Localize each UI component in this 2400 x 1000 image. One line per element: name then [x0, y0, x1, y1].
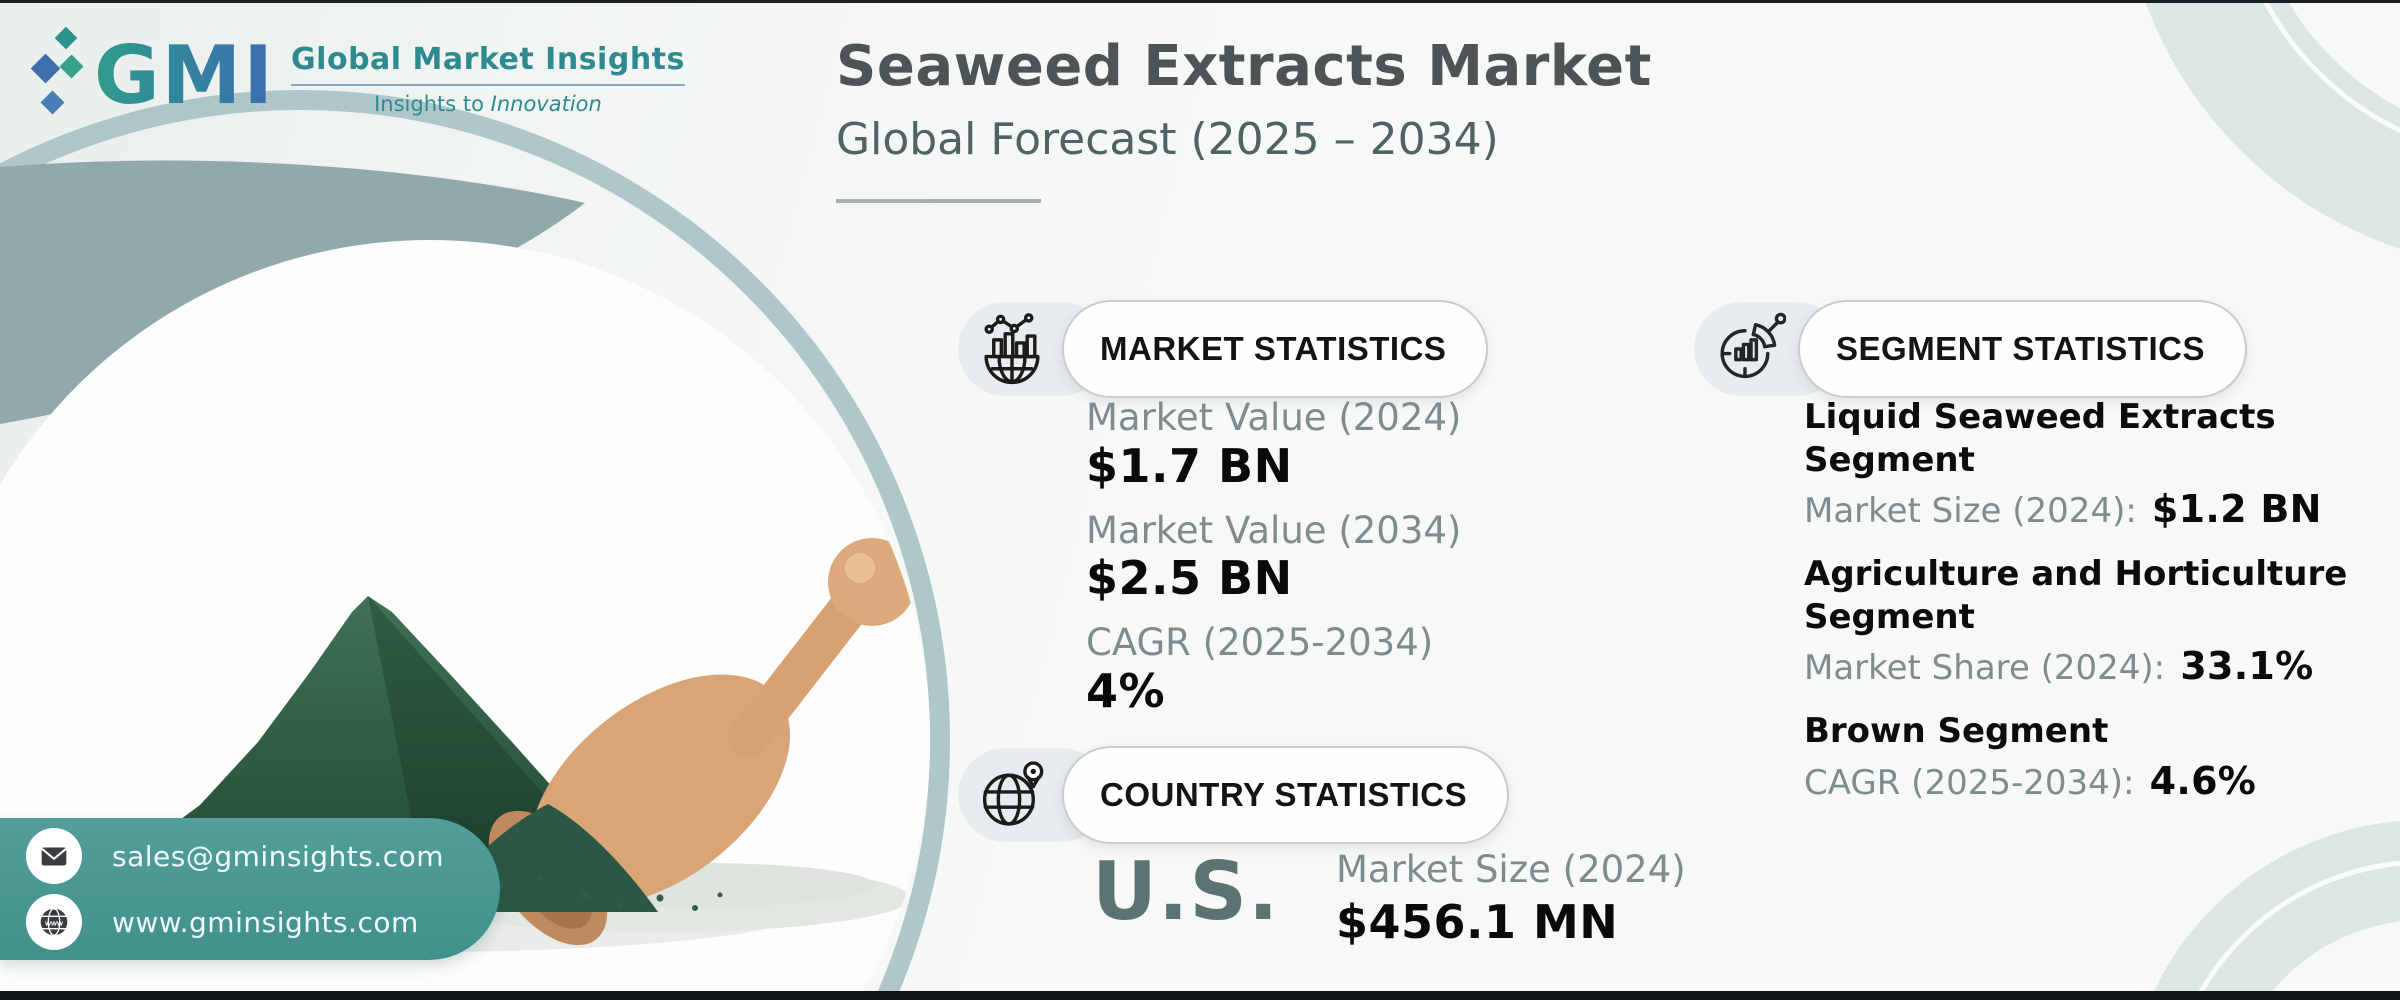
segment-stats-list: Liquid Seaweed Extracts Segment Market S…: [1804, 396, 2400, 803]
segment-stat-line: Market Share (2024): 33.1%: [1804, 644, 2400, 688]
stat-value: $1.2 BN: [2151, 487, 2322, 531]
www-globe-icon: www: [26, 894, 82, 950]
segment-title: Agriculture and Horticulture Segment: [1804, 554, 2348, 637]
gmi-logo-text: GMI: [94, 29, 276, 122]
stat-value: 4.6%: [2149, 758, 2257, 803]
market-stat-row: Market Value (2024) $1.7 BN: [1086, 396, 1461, 493]
photo-ring: [0, 90, 950, 1000]
stat-label: CAGR (2025-2034):: [1804, 762, 2135, 803]
svg-text:www: www: [44, 918, 63, 927]
segment-item: Brown Segment CAGR (2025-2034): 4.6%: [1804, 710, 2400, 803]
contact-email[interactable]: sales@gminsights.com: [112, 839, 445, 873]
country-statistics-header: COUNTRY STATISTICS: [958, 746, 1510, 844]
contact-website[interactable]: www.gminsights.com: [112, 905, 419, 939]
brand-divider: [291, 84, 685, 86]
bar-chart-globe-icon: [984, 313, 1040, 385]
stat-value: $456.1 MN: [1336, 894, 1619, 949]
segment-title: Liquid Seaweed Extracts Segment: [1804, 397, 2276, 480]
market-statistics-header: MARKET STATISTICS: [958, 300, 1489, 398]
country-name: U.S.: [1092, 845, 1280, 938]
brand-name: Global Market Insights: [291, 42, 685, 77]
gmi-logo-diamonds: [30, 26, 84, 115]
contact-box: sales@gminsights.com www www.gminsights.…: [0, 818, 500, 960]
stat-value: $2.5 BN: [1086, 551, 1293, 606]
market-statistics-pill: MARKET STATISTICS: [1062, 300, 1489, 398]
market-stat-row: CAGR (2025-2034) 4%: [1086, 621, 1461, 718]
stat-label: CAGR (2025-2034): [1086, 621, 1434, 665]
market-statistics-heading: MARKET STATISTICS: [1100, 330, 1447, 367]
stat-label: Market Value (2024): [1086, 396, 1462, 439]
title-underline: [836, 198, 1041, 203]
globe-location-pin-icon: [982, 761, 1044, 826]
segment-stat-line: Market Size (2024): $1.2 BN: [1804, 487, 2400, 531]
stat-value: 4%: [1086, 663, 1166, 718]
market-stat-row: Market Value (2034) $2.5 BN: [1086, 509, 1461, 606]
segment-stat-line: CAGR (2025-2034): 4.6%: [1804, 759, 2400, 803]
stat-label: Market Value (2034): [1086, 508, 1462, 552]
title-block: Seaweed Extracts Market Global Forecast …: [836, 36, 1652, 203]
stat-label: Market Size (2024):: [1804, 491, 2137, 531]
market-stats-list: Market Value (2024) $1.7 BN Market Value…: [1086, 396, 1461, 718]
corner-ring-bottom-right: [2150, 821, 2400, 1000]
country-stat: Market Size (2024) $456.1 MN: [1336, 848, 1686, 949]
segment-statistics-header: SEGMENT STATISTICS: [1694, 300, 2247, 398]
stat-label: Market Size (2024): [1336, 848, 1686, 891]
seaweed-photo: [20, 538, 916, 952]
stat-label: Market Share (2024):: [1804, 648, 2166, 688]
tagline-prefix: Insights to: [374, 92, 484, 116]
gmi-logo: GMI Global Market Insights Insights to I…: [30, 24, 685, 128]
country-statistics-pill: COUNTRY STATISTICS: [1062, 746, 1510, 844]
segment-statistics-heading: SEGMENT STATISTICS: [1836, 330, 2205, 367]
top-border: [0, 0, 2400, 3]
segment-statistics-pill: SEGMENT STATISTICS: [1798, 300, 2247, 398]
contact-email-row[interactable]: sales@gminsights.com: [26, 828, 500, 884]
corner-ring-top-right: [2144, 0, 2400, 249]
stat-value: $1.7 BN: [1086, 438, 1293, 493]
segment-item: Agriculture and Horticulture Segment Mar…: [1804, 553, 2400, 688]
country-statistics-heading: COUNTRY STATISTICS: [1100, 776, 1468, 813]
page-subtitle: Global Forecast (2025 – 2034): [836, 113, 1499, 165]
contact-website-row[interactable]: www www.gminsights.com: [26, 894, 500, 950]
brand-tagline: Insights to Innovation: [291, 92, 685, 116]
envelope-icon: [26, 828, 82, 884]
bottom-border: [0, 991, 2400, 1000]
stat-value: 33.1%: [2180, 644, 2314, 688]
segment-title: Brown Segment: [1804, 711, 2109, 751]
page-title: Seaweed Extracts Market: [836, 34, 1652, 99]
tagline-emphasis: Innovation: [490, 92, 602, 116]
segment-item: Liquid Seaweed Extracts Segment Market S…: [1804, 396, 2400, 531]
pie-chart-callout-icon: [1720, 312, 1786, 379]
